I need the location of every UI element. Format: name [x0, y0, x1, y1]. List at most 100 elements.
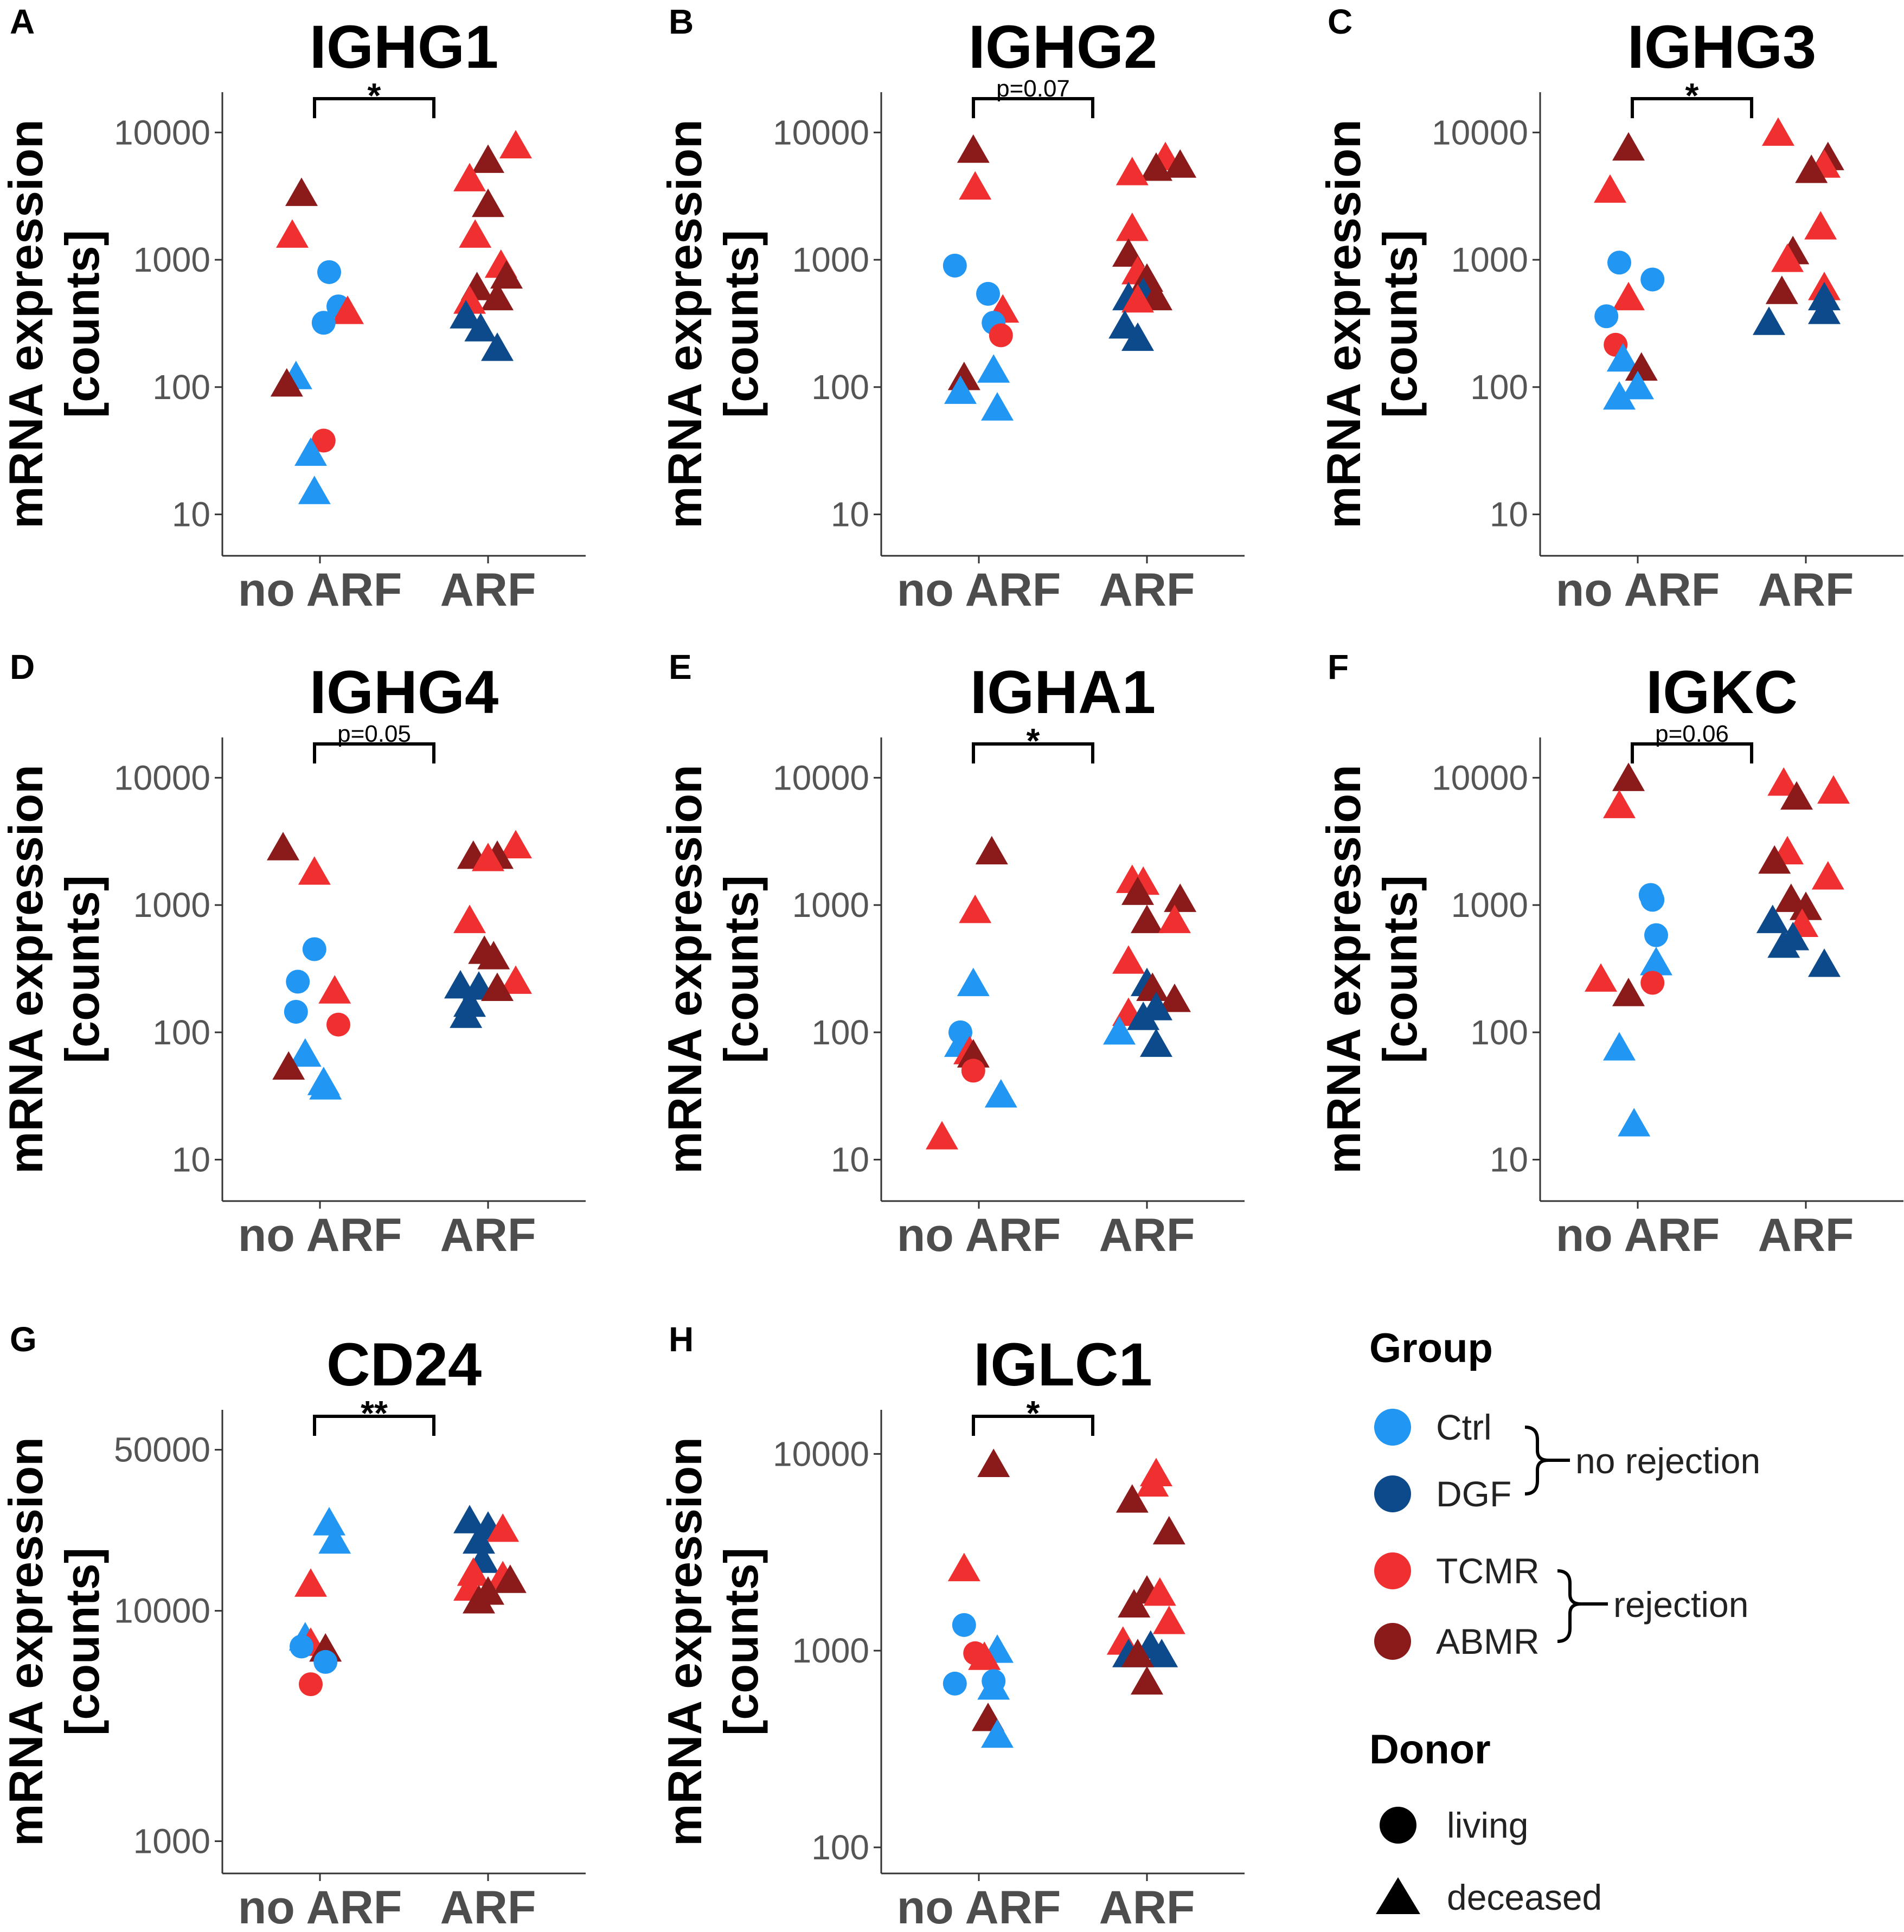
data-point-f [1612, 762, 1645, 791]
y-tick-label-f: 1000 [1451, 885, 1528, 925]
data-point-c [1808, 296, 1841, 324]
data-point-b [1164, 149, 1197, 178]
data-point-d [267, 832, 299, 861]
data-point-d [272, 1051, 305, 1080]
data-point-h [1152, 1516, 1185, 1545]
significance-label-b: p=0.07 [996, 75, 1070, 102]
data-point-c [1594, 304, 1619, 329]
data-point-g [313, 1507, 345, 1536]
data-point-f [1758, 845, 1791, 874]
data-point-a [311, 428, 336, 453]
data-point-a [464, 313, 497, 342]
data-point-e [1136, 972, 1169, 1001]
data-point-e [1112, 945, 1145, 974]
data-point-f [1603, 1032, 1636, 1061]
y-tick-label-f: 10 [1490, 1140, 1528, 1179]
y-tick-label-e: 100 [811, 1013, 869, 1052]
data-point-a [311, 311, 336, 335]
y-tick-label-a: 10000 [114, 113, 210, 152]
data-point-a [481, 281, 514, 311]
panel-letter-c: C [1328, 2, 1352, 41]
legend-dgf-label: DGF [1436, 1474, 1511, 1514]
x-category-label-g: ARF [440, 1882, 536, 1932]
x-category-label-h: ARF [1099, 1882, 1195, 1932]
panel-title-b: IGHG2 [969, 13, 1158, 81]
y-tick-label-b: 100 [811, 368, 869, 407]
legend-ctrl-label: Ctrl [1436, 1407, 1492, 1447]
x-category-label-h: no ARF [897, 1882, 1061, 1932]
data-point-f [1811, 861, 1844, 890]
data-point-f [1618, 1108, 1651, 1137]
y-tick-label-h: 100 [811, 1828, 869, 1867]
data-point-b [981, 392, 1014, 421]
y-axis-label-c: mRNA expression [1317, 119, 1370, 529]
y-tick-label-b: 10 [831, 495, 869, 534]
data-point-e [959, 894, 992, 923]
y-tick-label-d: 10 [172, 1140, 210, 1179]
data-point-f [1817, 775, 1850, 804]
panel-e: E IGHA1 mRNA expression [counts] 10 100 1000 10… [658, 647, 1245, 1261]
panel-letter-a: A [10, 2, 35, 41]
data-point-f [1640, 947, 1672, 975]
x-category-label-g: no ARF [238, 1882, 402, 1932]
data-point-b [959, 171, 992, 200]
data-point-c [1603, 381, 1636, 410]
data-point-b [944, 375, 977, 404]
significance-label-c: * [1685, 76, 1699, 115]
y-tick-label-a: 10 [172, 495, 210, 534]
y-tick-label-f: 10000 [1432, 758, 1528, 797]
data-point-g [290, 1634, 313, 1659]
significance-label-a: * [368, 76, 381, 115]
data-point-d [450, 999, 483, 1028]
panel-title-c: IGHG3 [1627, 13, 1817, 81]
data-point-e [926, 1121, 958, 1150]
y-axis-label-h: mRNA expression [658, 1437, 711, 1846]
data-point-g [318, 1525, 351, 1554]
data-point-g [463, 1525, 495, 1554]
data-point-b [947, 361, 980, 390]
data-point-c [1762, 117, 1794, 146]
y-tick-label-a: 100 [152, 368, 210, 407]
data-point-a [285, 177, 318, 206]
data-point-f [1790, 891, 1822, 920]
panel-d: D IGHG4 mRNA expression [counts] 10 100 1000 10… [0, 647, 586, 1261]
panel-letter-h: H [669, 1320, 694, 1359]
data-point-c [1640, 267, 1665, 292]
data-point-e [1103, 1016, 1136, 1045]
data-point-h [1136, 1468, 1169, 1497]
data-point-a [453, 285, 486, 314]
legend-dgf-swatch [1374, 1475, 1411, 1512]
legend-abmr-label: ABMR [1436, 1621, 1540, 1661]
panel-a: A IGHG1 mRNA expression [counts] 10 100 1000 10… [0, 2, 586, 616]
data-point-h [977, 1448, 1010, 1477]
significance-bracket-h [972, 1415, 1094, 1436]
data-point-g [294, 1568, 327, 1597]
data-point-b [1121, 322, 1154, 351]
data-point-a [331, 296, 364, 324]
data-point-a [459, 219, 492, 248]
data-point-f [1780, 781, 1813, 810]
data-point-f [1585, 963, 1617, 992]
data-point-h [1145, 1639, 1178, 1667]
y-axis-label-d: mRNA expression [0, 765, 53, 1174]
data-point-b [1116, 157, 1149, 185]
data-point-g [299, 1672, 323, 1697]
data-point-f [1603, 790, 1636, 818]
data-point-c [1625, 352, 1658, 381]
data-point-e [961, 1058, 985, 1083]
data-point-f [1640, 888, 1665, 912]
data-point-b [989, 323, 1013, 348]
data-point-h [1116, 1484, 1149, 1513]
x-category-label-d: no ARF [238, 1209, 402, 1261]
legend-tcmr-label: TCMR [1436, 1551, 1540, 1591]
panel-letter-g: G [10, 1320, 37, 1359]
data-point-f [1644, 923, 1668, 947]
significance-bracket-d [313, 742, 435, 763]
data-point-d [326, 1012, 350, 1037]
data-point-a [298, 476, 331, 504]
legend-living-swatch [1380, 1807, 1416, 1844]
significance-label-e: * [1027, 721, 1040, 760]
data-point-d [453, 904, 486, 933]
data-point-d [472, 843, 504, 871]
